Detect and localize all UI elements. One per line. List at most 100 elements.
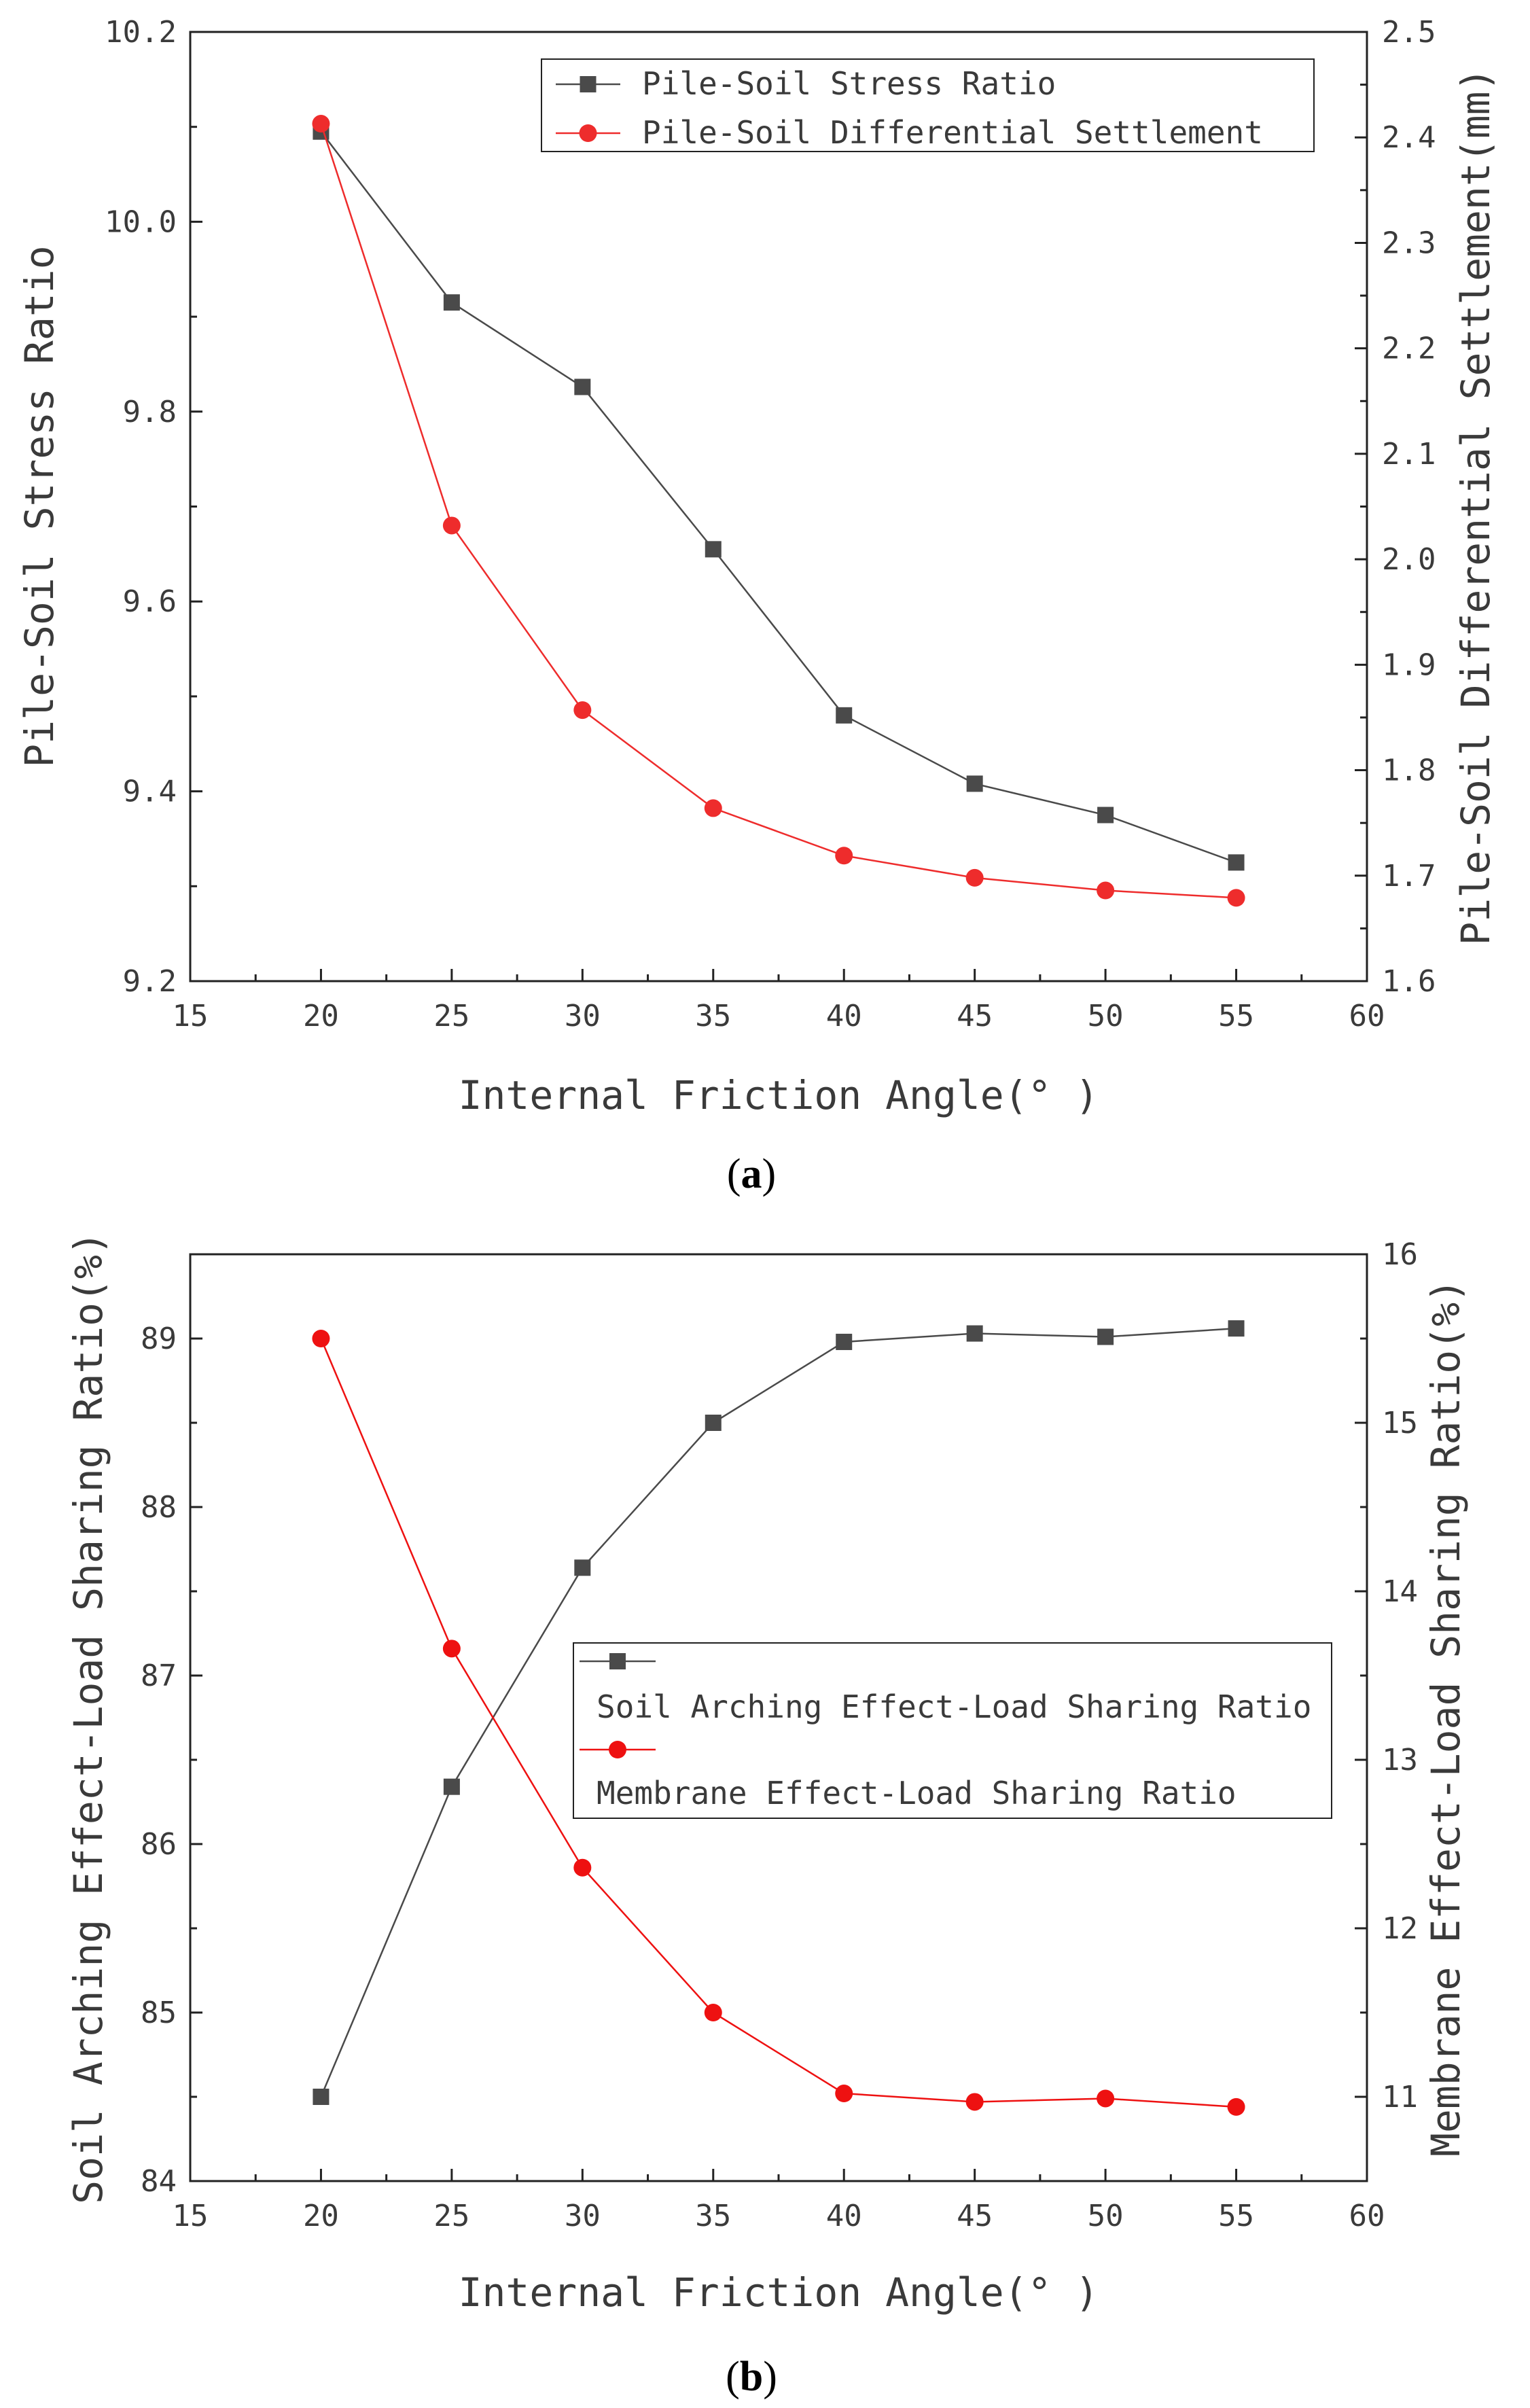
legend-marker-circle (609, 1741, 626, 1758)
data-point-circle (442, 516, 461, 535)
y2-tick-label: 1.9 (1382, 648, 1436, 682)
y2-tick-label: 1.7 (1382, 859, 1436, 893)
data-point-square (1228, 1320, 1245, 1337)
y2-tick-label: 2.0 (1382, 542, 1436, 577)
data-point-circle (573, 701, 592, 720)
data-point-square (836, 1333, 853, 1350)
x-tick-label: 40 (826, 2199, 862, 2233)
y-tick-label: 89 (141, 1322, 177, 1356)
data-point-square (313, 2089, 330, 2105)
legend-marker-square (580, 76, 597, 92)
x-tick-label: 45 (957, 999, 993, 1033)
legend-label: Soil Arching Effect-Load Sharing Ratio (597, 1688, 1311, 1725)
legend: Soil Arching Effect-Load Sharing Ratio Me… (573, 1642, 1332, 1819)
series-2 (312, 115, 1245, 907)
y2-axis-title: Membrane Effect-Load Sharing Ratio(%) (1423, 1279, 1469, 2157)
data-point-square (443, 1778, 460, 1795)
panel-label: (b) (726, 2354, 777, 2400)
series-line (320, 1338, 1237, 2108)
x-tick-label: 50 (1088, 999, 1124, 1033)
data-point-circle (704, 799, 722, 817)
data-point-circle (1097, 2089, 1115, 2108)
data-point-square (574, 1559, 591, 1576)
y-tick-label: 87 (141, 1659, 177, 1693)
data-point-square (1228, 854, 1245, 871)
y-tick-label: 10.2 (105, 15, 177, 50)
y2-axis-title: Pile-Soil Differential Settlement(mm) (1453, 67, 1499, 945)
data-point-circle (1227, 2097, 1245, 2116)
data-point-circle (965, 868, 984, 887)
legend-label: Pile-Soil Stress Ratio (642, 65, 1056, 102)
data-point-circle (835, 847, 853, 865)
y-tick-label: 88 (141, 1490, 177, 1525)
y-tick-label: 84 (141, 2164, 177, 2199)
data-point-square (966, 775, 983, 792)
legend: Pile-Soil Stress Ratio Pile-Soil Differen… (541, 58, 1315, 152)
y-axis-title: Soil Arching Effect-Load Sharing Ratio(%… (65, 1231, 111, 2204)
panel-label: (a) (727, 1151, 776, 1197)
y-axis-title: Pile-Soil Stress Ratio (16, 245, 63, 767)
y2-tick-label: 2.2 (1382, 332, 1436, 366)
y-tick-label: 85 (141, 1996, 177, 2030)
data-point-circle (312, 115, 330, 133)
data-point-circle (965, 2093, 984, 2111)
x-axis-title: Internal Friction Angle(° ) (459, 2269, 1099, 2316)
y2-tick-label: 1.8 (1382, 754, 1436, 788)
x-tick-label: 30 (565, 2199, 601, 2233)
legend-label: Membrane Effect-Load Sharing Ratio (597, 1775, 1237, 1811)
legend-marker-square (609, 1653, 626, 1669)
data-point-square (443, 294, 460, 311)
x-tick-label: 25 (433, 2199, 469, 2233)
y-tick-label: 9.4 (123, 775, 177, 809)
x-tick-label: 30 (565, 999, 601, 1033)
data-point-square (966, 1325, 983, 1342)
series-line (320, 130, 1237, 864)
x-tick-label: 45 (957, 2199, 993, 2233)
x-tick-label: 15 (173, 999, 209, 1033)
y-tick-label: 10.0 (105, 205, 177, 239)
y-tick-label: 9.2 (123, 964, 177, 999)
data-point-square (1097, 1328, 1114, 1345)
x-tick-label: 60 (1349, 2199, 1385, 2233)
y2-tick-label: 15 (1382, 1406, 1418, 1440)
data-point-circle (1227, 889, 1245, 907)
y-tick-label: 86 (141, 1827, 177, 1862)
data-point-circle (704, 2004, 722, 2021)
data-point-circle (835, 2085, 853, 2103)
x-tick-label: 55 (1218, 999, 1254, 1033)
y2-tick-label: 13 (1382, 1743, 1418, 1777)
legend-box (541, 58, 1315, 152)
panel-b: 15 20 25 30 35 40 45 50 55 60 84 85 86 87 88 89 11 12 13 14… (65, 1231, 1469, 2400)
data-point-square (836, 707, 853, 724)
legend-box (573, 1642, 1332, 1819)
x-tick-label: 60 (1349, 999, 1385, 1033)
x-tick-label: 20 (303, 2199, 339, 2233)
data-point-circle (1097, 881, 1115, 900)
x-tick-label: 20 (303, 999, 339, 1033)
y-tick-label: 9.6 (123, 584, 177, 619)
x-tick-label: 15 (173, 2199, 209, 2233)
series-1 (313, 123, 1245, 871)
y2-tick-label: 2.3 (1382, 226, 1436, 260)
x-axis-title: Internal Friction Angle(° ) (459, 1072, 1099, 1118)
y2-tick-label: 2.5 (1382, 15, 1436, 50)
data-point-circle (312, 1330, 330, 1347)
x-tick-label: 35 (695, 2199, 731, 2233)
series-1 (313, 1320, 1245, 2105)
data-point-square (574, 378, 591, 395)
y2-tick-label: 1.6 (1382, 964, 1436, 999)
x-tick-label: 55 (1218, 2199, 1254, 2233)
y2-tick-label: 2.1 (1382, 437, 1436, 472)
x-tick-label: 50 (1088, 2199, 1124, 2233)
series-line (320, 1327, 1237, 2097)
y2-tick-label: 16 (1382, 1237, 1418, 1272)
data-point-square (705, 1415, 722, 1431)
x-tick-label: 40 (826, 999, 862, 1033)
data-point-square (705, 541, 722, 558)
x-tick-label: 35 (695, 999, 731, 1033)
y2-tick-label: 2.4 (1382, 120, 1436, 155)
data-point-square (1097, 807, 1114, 824)
y-tick-label: 9.8 (123, 395, 177, 429)
series-line (320, 123, 1237, 899)
